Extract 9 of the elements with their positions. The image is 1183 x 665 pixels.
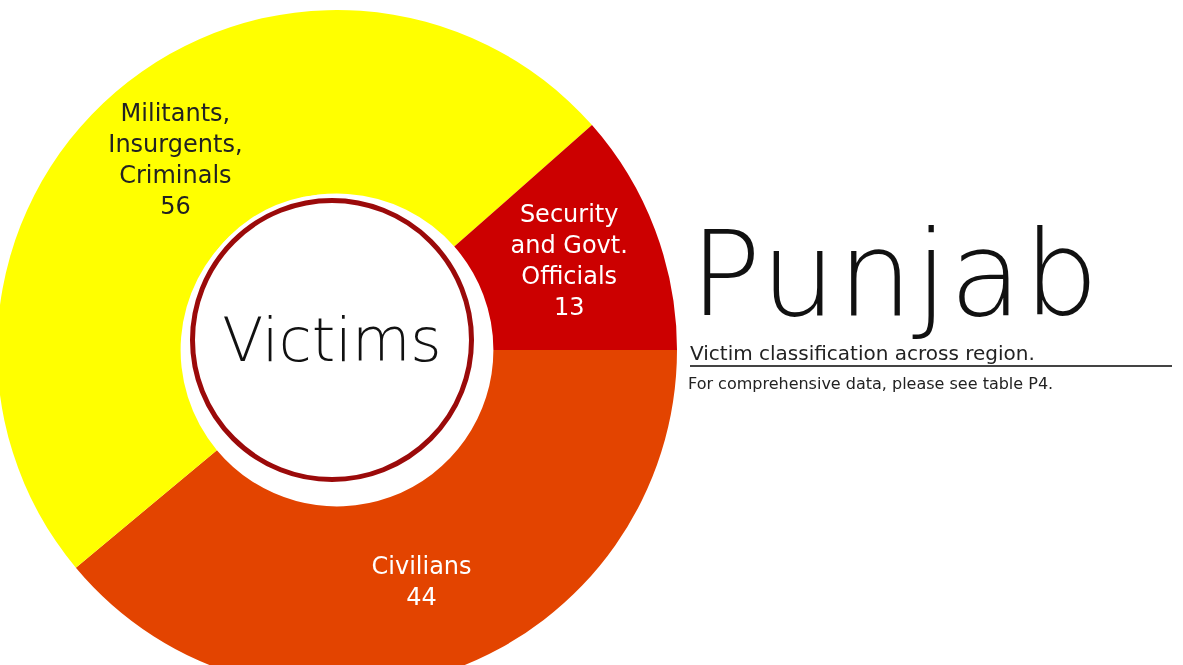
data-label: 44 [406, 583, 437, 612]
slice-label: Militants, Insurgents, Criminals [108, 99, 243, 190]
text: Punjab [690, 205, 1101, 343]
data-label: 13 [553, 292, 585, 321]
text: For comprehensive data, please see table P4. [688, 374, 1054, 393]
text: Victim classification across region. [690, 341, 1172, 367]
slice-label: Civilians [371, 552, 472, 581]
slice-label: Security and Govt. Officials [510, 199, 628, 290]
data-label: 56 [160, 192, 191, 221]
